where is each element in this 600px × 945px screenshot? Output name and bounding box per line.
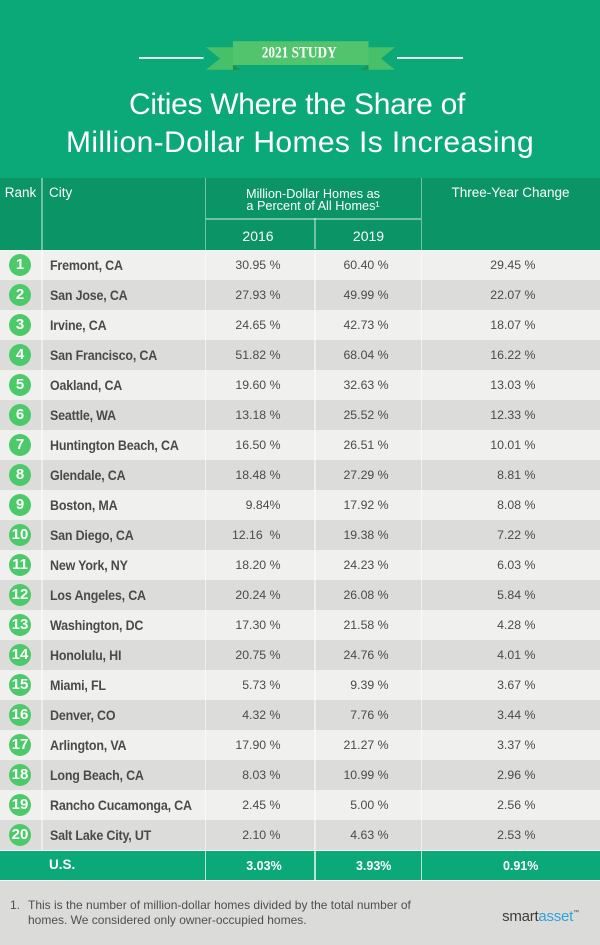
svg-text:2021 STUDY: 2021 STUDY bbox=[262, 45, 337, 62]
